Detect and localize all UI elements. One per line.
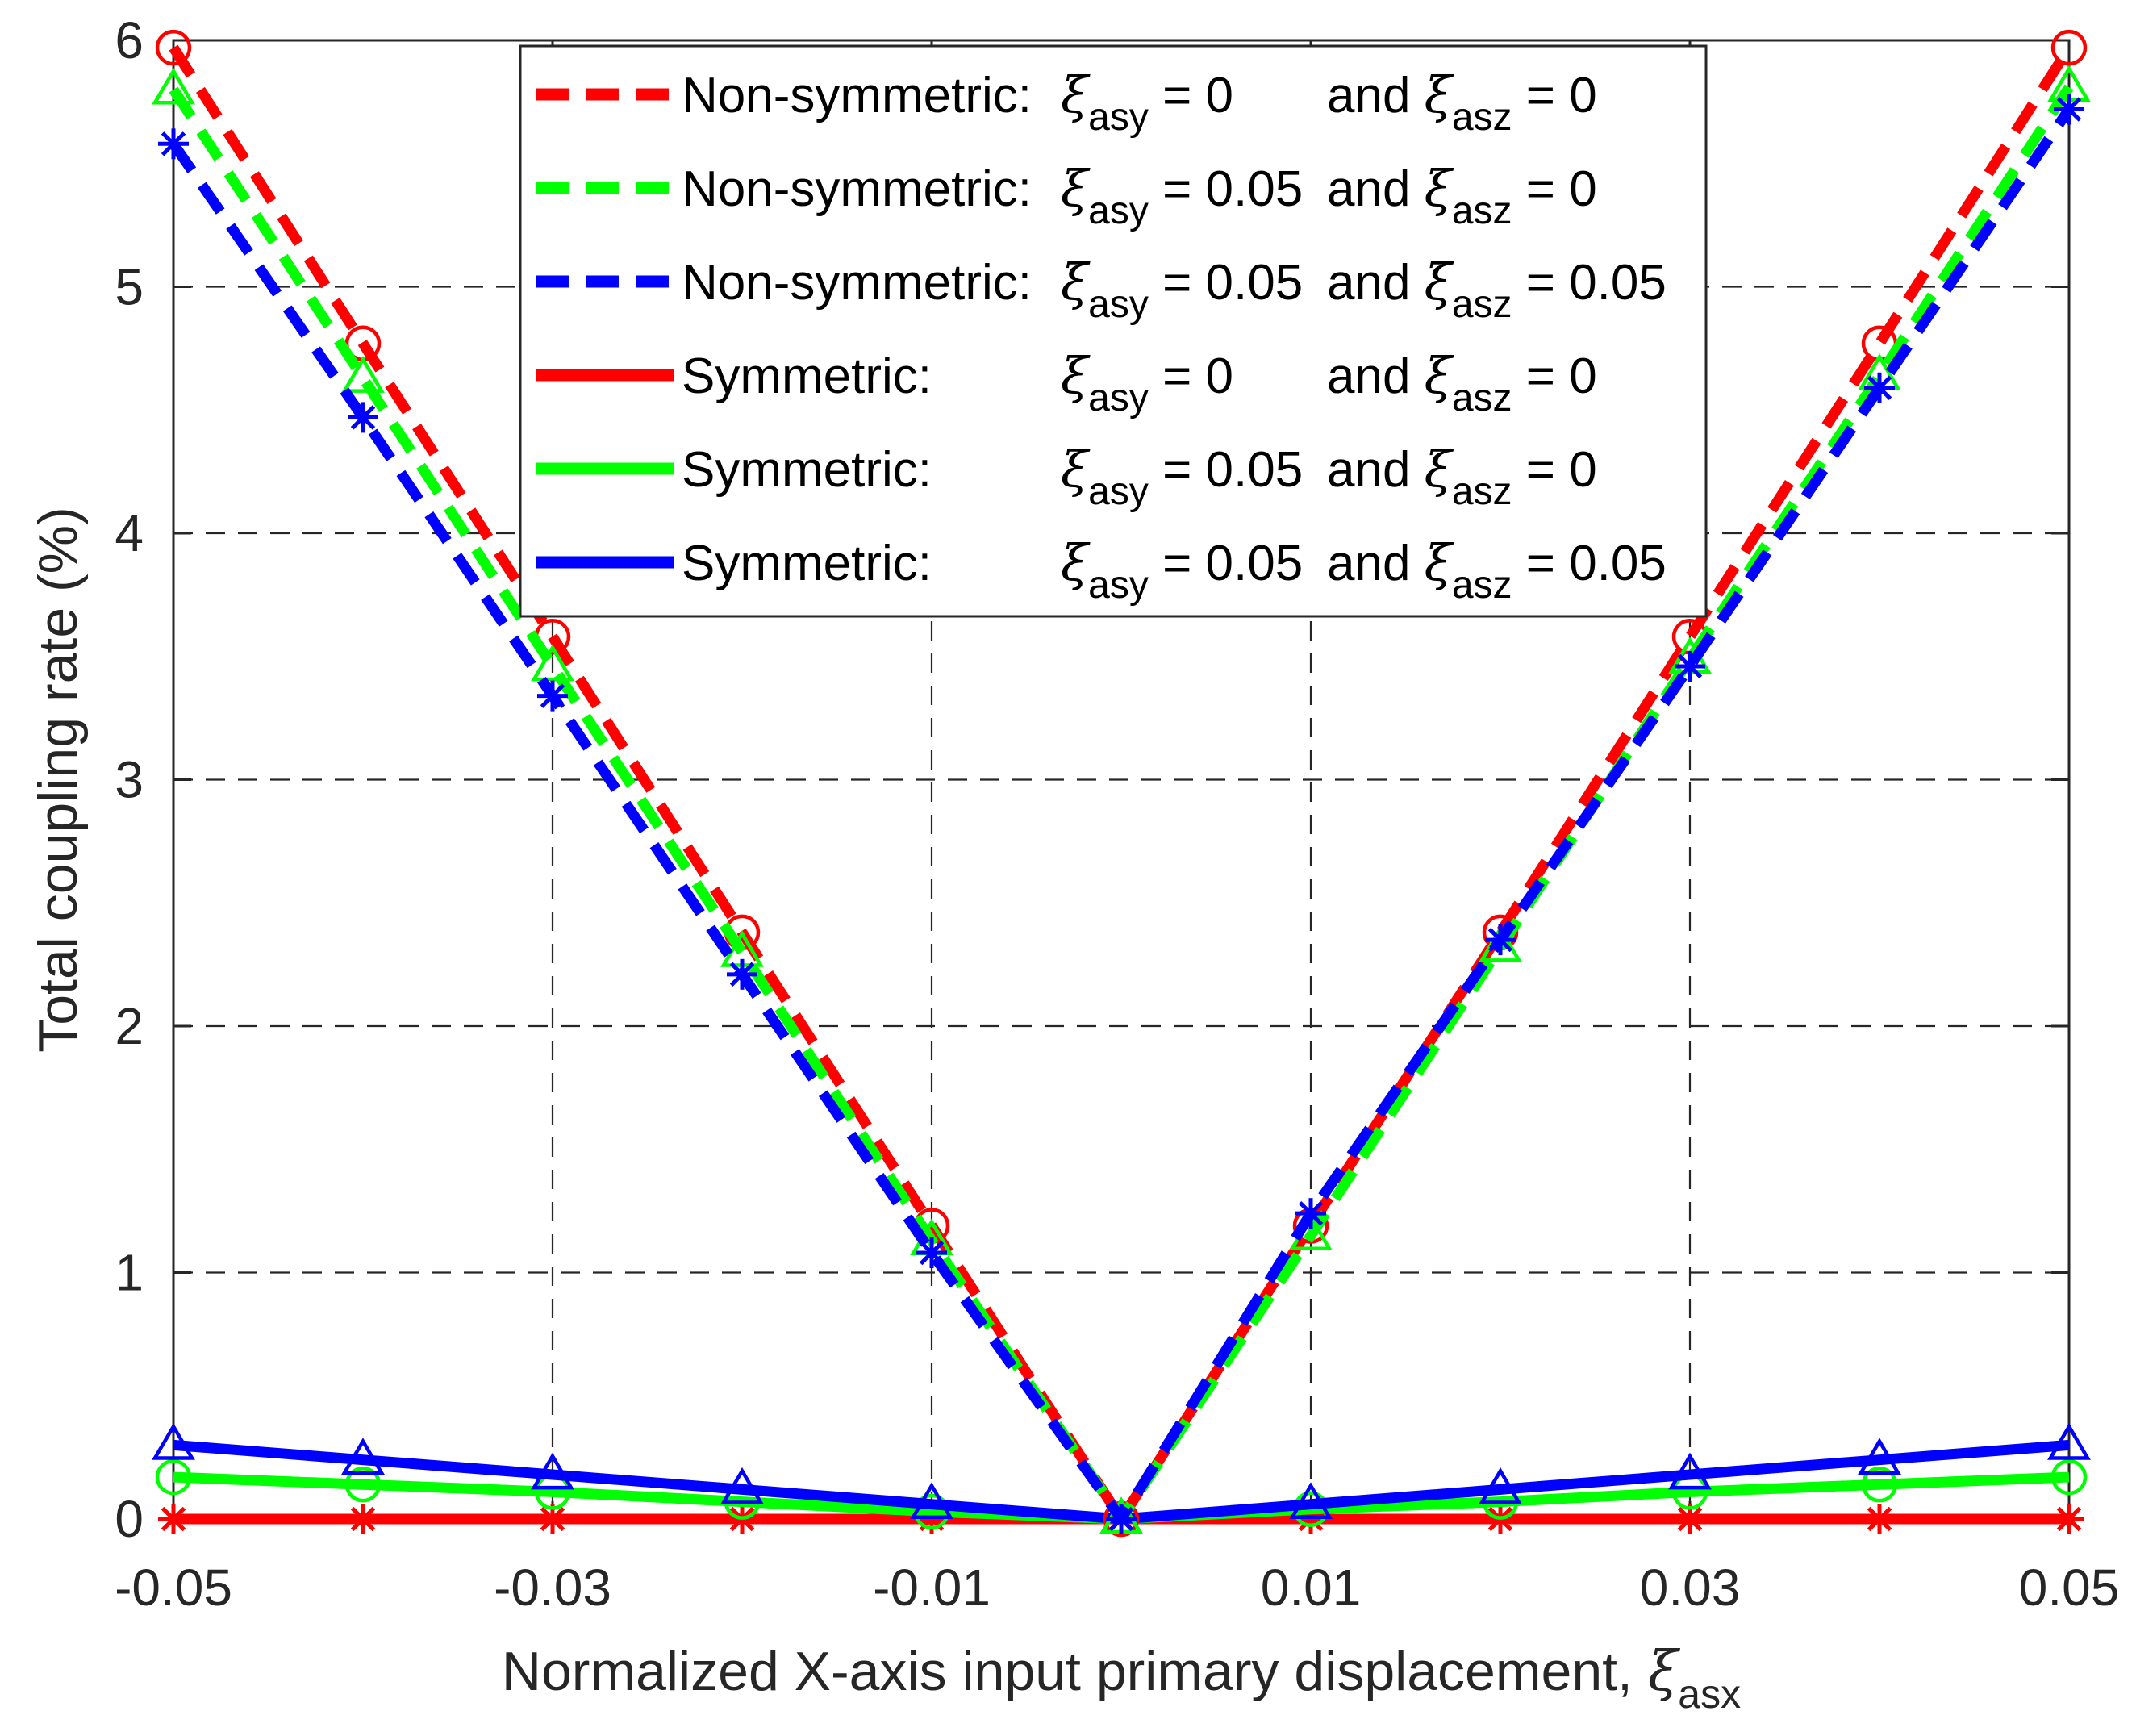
legend-y-term: ξasy = 0.05 xyxy=(1061,440,1303,513)
data-point xyxy=(1289,1482,1333,1520)
data-point xyxy=(2054,1504,2084,1534)
x-tick-label: 0.03 xyxy=(1640,1559,1741,1617)
legend-z-term: and ξasz = 0 xyxy=(1327,346,1597,419)
data-point xyxy=(2047,1422,2091,1460)
series-line xyxy=(169,44,2074,1525)
legend-prefix: Symmetric: xyxy=(682,348,932,404)
x-tick-label: 0.05 xyxy=(2019,1559,2120,1617)
data-point xyxy=(1106,1504,1137,1534)
legend-prefix: Non-symmetric: xyxy=(682,68,1032,123)
series-3 xyxy=(158,94,2084,1534)
tick-labels: -0.05 -0.03 -0.01 0.01 0.03 0.05 0 1 2 3 4 5 6 xyxy=(115,11,2119,1617)
x-tick-label: -0.05 xyxy=(115,1559,232,1617)
legend-y-term: ξasy = 0 xyxy=(1061,65,1233,139)
data-point xyxy=(341,1438,385,1475)
data-point xyxy=(152,67,195,105)
y-tick-label: 3 xyxy=(115,751,144,809)
data-point xyxy=(916,1237,947,1269)
data-point xyxy=(720,1467,764,1504)
data-point xyxy=(155,1458,192,1496)
legend-box xyxy=(519,44,1708,618)
legend-item-4: Symmetric: ξasy = 0 and ξasz = 0 xyxy=(536,346,1597,419)
data-point xyxy=(344,1466,382,1503)
y-tick-label: 2 xyxy=(115,997,144,1055)
data-point xyxy=(1861,1466,1898,1503)
x-axis-label: Normalized X-axis input primary displace… xyxy=(502,1640,1741,1717)
y-tick-label: 1 xyxy=(115,1244,144,1302)
legend-item-6: Symmetric: ξasy = 0.05 and ξasz = 0.05 xyxy=(536,533,1667,607)
legend-y-term: ξasy = 0.05 xyxy=(1061,252,1303,326)
x-tick-label: -0.01 xyxy=(873,1559,991,1617)
data-point xyxy=(1858,1438,1901,1475)
data-point xyxy=(1864,1504,1895,1534)
legend-prefix: Non-symmetric: xyxy=(682,255,1032,311)
legend-item-3: Non-symmetric: ξasy = 0.05 and ξasz = 0.05 xyxy=(536,252,1667,326)
axis-labels: Normalized X-axis input primary displace… xyxy=(27,507,1741,1717)
y-tick-label: 0 xyxy=(115,1490,144,1548)
legend-item-5: Symmetric: ξasy = 0.05 and ξasz = 0 xyxy=(536,440,1597,513)
data-point xyxy=(348,402,378,433)
legend-y-term: ξasy = 0.05 xyxy=(1061,159,1303,232)
x-tick-label: -0.03 xyxy=(494,1559,611,1617)
data-point xyxy=(341,356,385,393)
legend-y-term: ξasy = 0 xyxy=(1061,346,1233,419)
legend-z-term: and ξasz = 0.05 xyxy=(1327,533,1667,607)
data-point xyxy=(2054,94,2084,125)
data-point xyxy=(531,644,574,682)
data-point xyxy=(152,1422,195,1460)
legend-prefix: Symmetric: xyxy=(682,442,932,498)
data-point xyxy=(2050,29,2088,66)
legend: Non-symmetric: ξasy = 0 and ξasz = 0Non-sy… xyxy=(519,44,1708,618)
data-point xyxy=(158,128,189,160)
y-tick-label: 4 xyxy=(115,504,144,562)
data-point xyxy=(1864,372,1895,403)
legend-prefix: Symmetric: xyxy=(682,536,932,591)
data-point xyxy=(531,1452,574,1490)
y-tick-label: 6 xyxy=(115,11,144,69)
legend-z-term: and ξasz = 0 xyxy=(1327,440,1597,513)
data-point xyxy=(1675,650,1705,682)
legend-z-term: and ξasz = 0 xyxy=(1327,65,1597,139)
y-tick-label: 5 xyxy=(115,258,144,316)
legend-item-1: Non-symmetric: ξasy = 0 and ξasz = 0 xyxy=(536,65,1597,139)
legend-y-term: ξasy = 0.05 xyxy=(1061,533,1303,607)
legend-z-term: and ξasz = 0 xyxy=(1327,159,1597,232)
y-axis-label: Total coupling rate (%) xyxy=(27,507,89,1053)
data-point xyxy=(910,1482,953,1520)
legend-z-term: and ξasz = 0.05 xyxy=(1327,252,1667,326)
data-point xyxy=(727,958,757,990)
legend-item-2: Non-symmetric: ξasy = 0.05 and ξasz = 0 xyxy=(536,159,1597,232)
data-point xyxy=(155,29,192,66)
data-point xyxy=(1295,1198,1326,1229)
data-point xyxy=(1485,924,1516,956)
data-point xyxy=(158,1504,189,1534)
data-point xyxy=(348,1504,378,1534)
data-point xyxy=(2050,1458,2088,1496)
x-tick-label: 0.01 xyxy=(1261,1559,1362,1617)
data-point xyxy=(1668,1452,1712,1490)
data-point xyxy=(1479,1467,1522,1504)
series-group xyxy=(152,29,2091,1538)
legend-prefix: Non-symmetric: xyxy=(682,161,1032,217)
data-point xyxy=(537,680,568,712)
